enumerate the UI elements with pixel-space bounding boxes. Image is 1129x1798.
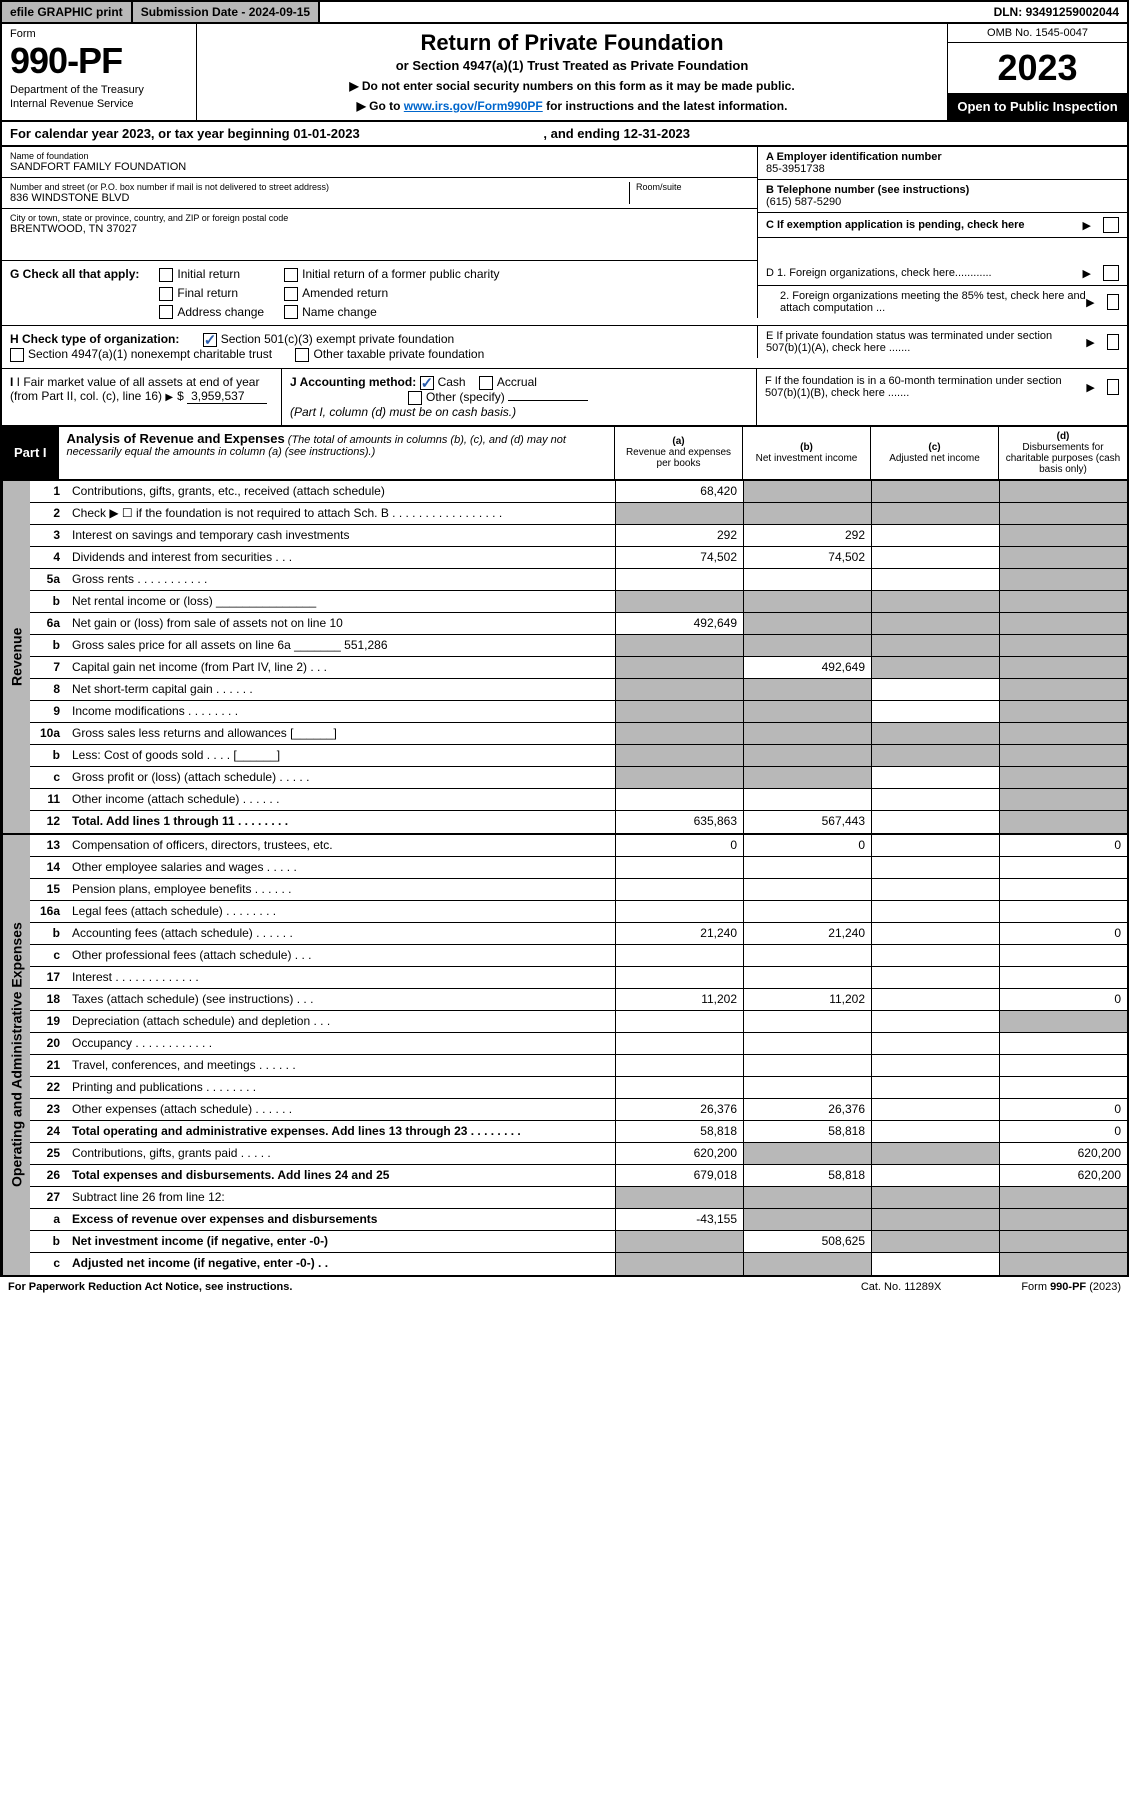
table-row: bGross sales price for all assets on lin… (30, 635, 1127, 657)
table-row: cOther professional fees (attach schedul… (30, 945, 1127, 967)
chk-4947[interactable] (10, 348, 24, 362)
irs-link[interactable]: www.irs.gov/Form990PF (404, 99, 543, 113)
ijf-row: I I Fair market value of all assets at e… (0, 369, 1129, 427)
table-row: 6aNet gain or (loss) from sale of assets… (30, 613, 1127, 635)
table-row: bAccounting fees (attach schedule) . . .… (30, 923, 1127, 945)
col-b-head: (b)Net investment income (743, 427, 871, 479)
g-row: G Check all that apply: Initial return F… (0, 261, 1129, 325)
revenue-label: Revenue (2, 481, 30, 833)
table-row: 23Other expenses (attach schedule) . . .… (30, 1099, 1127, 1121)
table-row: bNet investment income (if negative, ent… (30, 1231, 1127, 1253)
city-row: City or town, state or province, country… (2, 209, 757, 261)
table-row: 16aLegal fees (attach schedule) . . . . … (30, 901, 1127, 923)
table-row: bLess: Cost of goods sold . . . . [_____… (30, 745, 1127, 767)
table-row: 3Interest on savings and temporary cash … (30, 525, 1127, 547)
submission-date: Submission Date - 2024-09-15 (133, 2, 320, 22)
table-row: 11Other income (attach schedule) . . . .… (30, 789, 1127, 811)
part1-header: Part I Analysis of Revenue and Expenses … (0, 427, 1129, 481)
col-d-head: (d)Disbursements for charitable purposes… (999, 427, 1127, 479)
j-cell: J Accounting method: Cash Accrual Other … (282, 369, 757, 425)
col-a-head: (a)Revenue and expenses per books (615, 427, 743, 479)
checkbox-d2[interactable] (1107, 294, 1119, 310)
checkbox-d1[interactable] (1103, 265, 1119, 281)
table-row: aExcess of revenue over expenses and dis… (30, 1209, 1127, 1231)
chk-other-acc[interactable] (408, 391, 422, 405)
table-row: 19Depreciation (attach schedule) and dep… (30, 1011, 1127, 1033)
table-row: bNet rental income or (loss) ___________… (30, 591, 1127, 613)
table-row: 10aGross sales less returns and allowanc… (30, 723, 1127, 745)
table-row: 1Contributions, gifts, grants, etc., rec… (30, 481, 1127, 503)
calendar-year-line: For calendar year 2023, or tax year begi… (0, 122, 1129, 147)
table-row: 24Total operating and administrative exp… (30, 1121, 1127, 1143)
checkbox-c[interactable] (1103, 217, 1119, 233)
table-row: 20Occupancy . . . . . . . . . . . . (30, 1033, 1127, 1055)
dln-number: DLN: 93491259002044 (986, 2, 1127, 22)
checkbox-f[interactable] (1107, 379, 1119, 395)
chk-accrual[interactable] (479, 376, 493, 390)
year-block: OMB No. 1545-0047 2023 Open to Public In… (947, 24, 1127, 120)
name-row: Name of foundation SANDFORT FAMILY FOUND… (2, 147, 757, 178)
table-row: 12Total. Add lines 1 through 11 . . . . … (30, 811, 1127, 833)
table-row: 22Printing and publications . . . . . . … (30, 1077, 1127, 1099)
page-footer: For Paperwork Reduction Act Notice, see … (0, 1277, 1129, 1297)
chk-initial[interactable] (159, 268, 173, 282)
chk-other-tax[interactable] (295, 348, 309, 362)
form-title-block: Return of Private Foundation or Section … (197, 24, 947, 120)
form-header: Form 990-PF Department of the Treasury I… (0, 24, 1129, 122)
efile-badge: efile GRAPHIC print (2, 2, 133, 22)
table-row: cAdjusted net income (if negative, enter… (30, 1253, 1127, 1275)
table-row: 17Interest . . . . . . . . . . . . . (30, 967, 1127, 989)
box-c-row: C If exemption application is pending, c… (758, 213, 1127, 238)
table-row: 2Check ▶ ☐ if the foundation is not requ… (30, 503, 1127, 525)
expenses-label: Operating and Administrative Expenses (2, 835, 30, 1275)
chk-501c3[interactable] (203, 333, 217, 347)
form-title: Return of Private Foundation (207, 30, 937, 56)
col-c-head: (c)Adjusted net income (871, 427, 999, 479)
table-row: 9Income modifications . . . . . . . . (30, 701, 1127, 723)
table-row: 14Other employee salaries and wages . . … (30, 857, 1127, 879)
top-bar: efile GRAPHIC print Submission Date - 20… (0, 0, 1129, 24)
ein-row: A Employer identification number 85-3951… (758, 147, 1127, 180)
box-d2-row: 2. Foreign organizations meeting the 85%… (758, 286, 1127, 318)
revenue-section: Revenue 1Contributions, gifts, grants, e… (0, 481, 1129, 835)
table-row: 8Net short-term capital gain . . . . . . (30, 679, 1127, 701)
form-id-block: Form 990-PF Department of the Treasury I… (2, 24, 197, 120)
chk-name[interactable] (284, 305, 298, 319)
table-row: 21Travel, conferences, and meetings . . … (30, 1055, 1127, 1077)
chk-final[interactable] (159, 287, 173, 301)
table-row: 18Taxes (attach schedule) (see instructi… (30, 989, 1127, 1011)
table-row: 26Total expenses and disbursements. Add … (30, 1165, 1127, 1187)
h-row: H Check type of organization: Section 50… (0, 325, 1129, 369)
chk-cash[interactable] (420, 376, 434, 390)
table-row: 27Subtract line 26 from line 12: (30, 1187, 1127, 1209)
identity-block: Name of foundation SANDFORT FAMILY FOUND… (0, 147, 1129, 261)
form-link-line: ▶ Go to www.irs.gov/Form990PF for instru… (207, 99, 937, 113)
i-cell: I I Fair market value of all assets at e… (2, 369, 282, 425)
table-row: 15Pension plans, employee benefits . . .… (30, 879, 1127, 901)
table-row: 25Contributions, gifts, grants paid . . … (30, 1143, 1127, 1165)
checkbox-e[interactable] (1107, 334, 1119, 350)
chk-amended[interactable] (284, 287, 298, 301)
address-row: Number and street (or P.O. box number if… (2, 178, 757, 209)
box-d1-row: D 1. Foreign organizations, check here..… (758, 261, 1127, 286)
table-row: 4Dividends and interest from securities … (30, 547, 1127, 569)
chk-address[interactable] (159, 305, 173, 319)
box-e-row: E If private foundation status was termi… (758, 326, 1127, 358)
phone-row: B Telephone number (see instructions) (6… (758, 180, 1127, 213)
table-row: 7Capital gain net income (from Part IV, … (30, 657, 1127, 679)
f-cell: F If the foundation is in a 60-month ter… (757, 369, 1127, 425)
chk-initial-former[interactable] (284, 268, 298, 282)
table-row: 13Compensation of officers, directors, t… (30, 835, 1127, 857)
table-row: 5aGross rents . . . . . . . . . . . (30, 569, 1127, 591)
expenses-section: Operating and Administrative Expenses 13… (0, 835, 1129, 1277)
table-row: cGross profit or (loss) (attach schedule… (30, 767, 1127, 789)
